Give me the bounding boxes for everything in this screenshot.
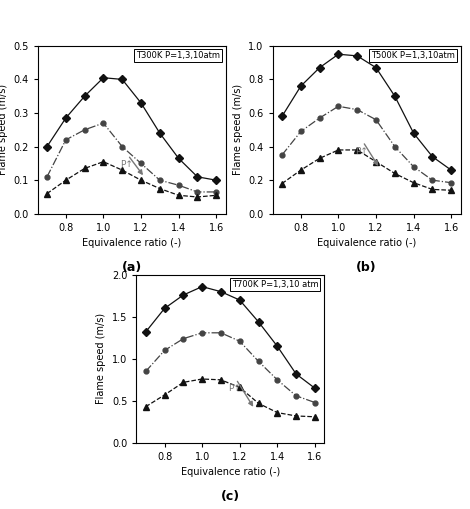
X-axis label: Equivalence ratio (-): Equivalence ratio (-) (82, 238, 181, 248)
Text: P↑: P↑ (120, 160, 133, 169)
Y-axis label: Flame speed (m/s): Flame speed (m/s) (96, 313, 106, 405)
Y-axis label: Flame speed (m/s): Flame speed (m/s) (0, 84, 8, 176)
Y-axis label: Flame speed (m/s): Flame speed (m/s) (233, 84, 243, 176)
Text: T700K P=1,3,10 atm: T700K P=1,3,10 atm (232, 280, 319, 289)
Text: T300K P=1,3,10atm: T300K P=1,3,10atm (136, 51, 220, 60)
Text: P↑: P↑ (228, 384, 241, 393)
X-axis label: Equivalence ratio (-): Equivalence ratio (-) (317, 238, 416, 248)
Text: (a): (a) (121, 261, 142, 274)
Text: (c): (c) (221, 490, 240, 503)
Text: T500K P=1,3,10atm: T500K P=1,3,10atm (371, 51, 455, 60)
X-axis label: Equivalence ratio (-): Equivalence ratio (-) (180, 467, 280, 477)
Text: (b): (b) (356, 261, 377, 274)
Text: P↑: P↑ (355, 147, 368, 156)
